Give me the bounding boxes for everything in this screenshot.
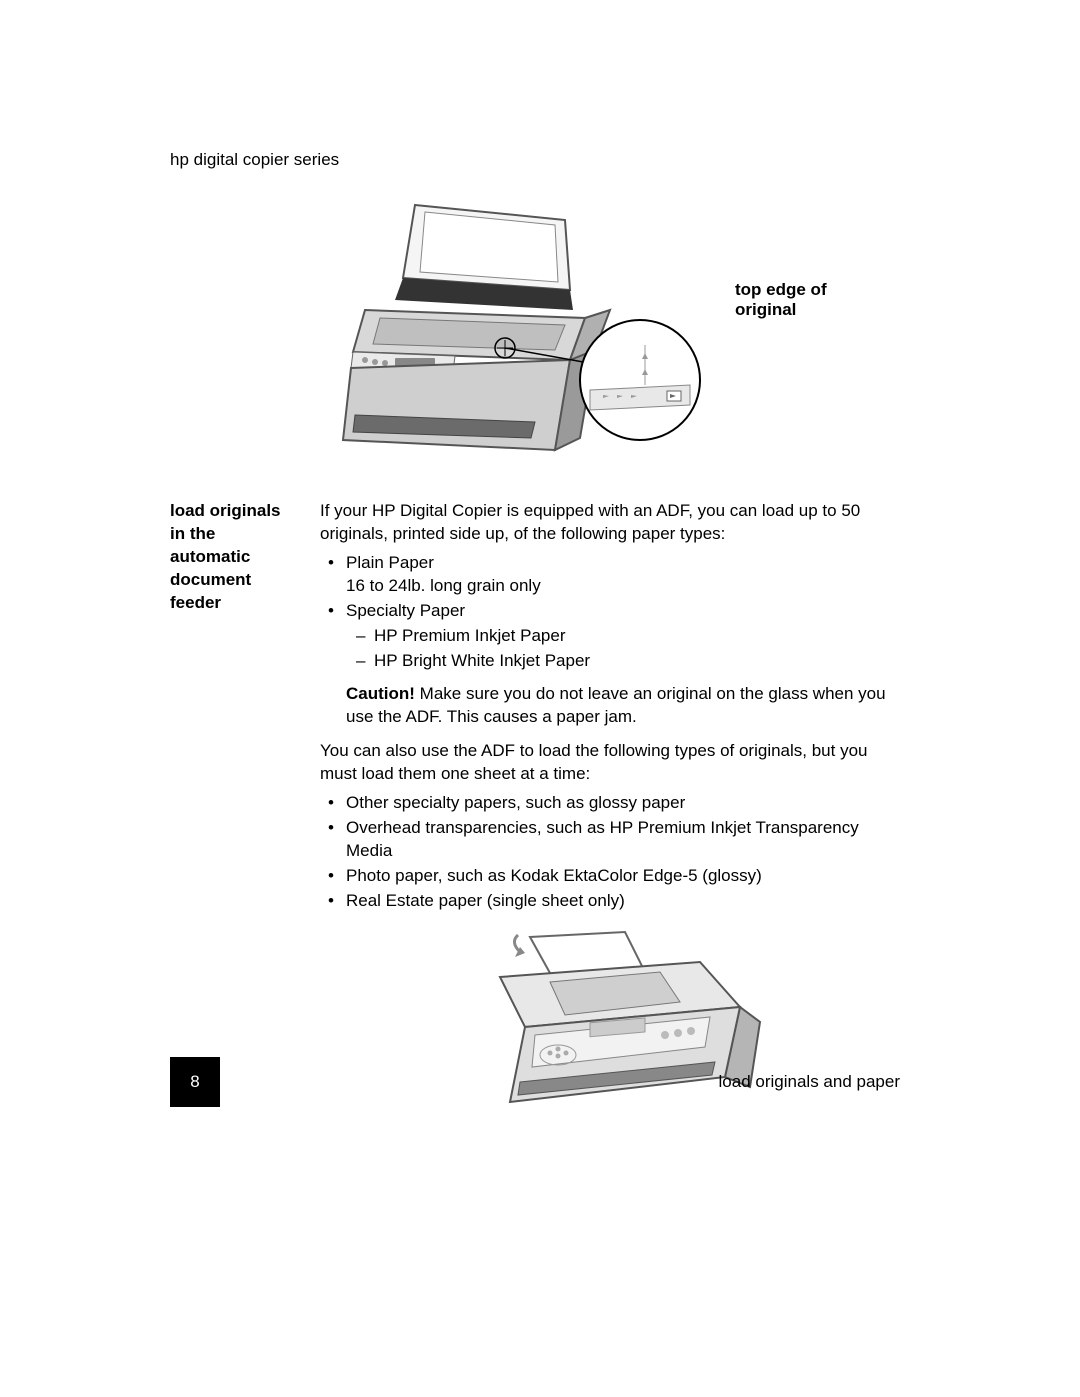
paragraph-adf-more: You can also use the ADF to load the fol…: [320, 740, 900, 786]
list-text: Specialty Paper: [346, 601, 465, 620]
callout-line1: top edge of: [735, 280, 827, 300]
page-number-box: 8: [170, 1057, 220, 1107]
list-item: HP Bright White Inkjet Paper: [346, 650, 900, 673]
figure-scanner-open: top edge of original: [315, 200, 900, 480]
list-item: Photo paper, such as Kodak EktaColor Edg…: [320, 865, 900, 888]
footer-section-title: load originals and paper: [719, 1072, 900, 1092]
callout-top-edge: top edge of original: [735, 280, 827, 321]
list-item: Specialty Paper HP Premium Inkjet Paper …: [320, 600, 900, 673]
caution-label: Caution!: [346, 684, 415, 703]
section-body: If your HP Digital Copier is equipped wi…: [320, 500, 900, 1119]
intro-paragraph: If your HP Digital Copier is equipped wi…: [320, 500, 900, 546]
section-heading: load originals in the automatic document…: [170, 500, 300, 1119]
document-page: hp digital copier series: [0, 0, 1080, 1397]
list-subtext: 16 to 24lb. long grain only: [346, 576, 541, 595]
page-number: 8: [190, 1072, 199, 1092]
list-item: HP Premium Inkjet Paper: [346, 625, 900, 648]
callout-line2: original: [735, 300, 827, 320]
caution-block: Caution! Make sure you do not leave an o…: [320, 683, 900, 729]
detail-circle: [575, 315, 705, 445]
list-item: Other specialty papers, such as glossy p…: [320, 792, 900, 815]
list-text: Plain Paper: [346, 553, 434, 572]
list-item: Plain Paper 16 to 24lb. long grain only: [320, 552, 900, 598]
header-series: hp digital copier series: [170, 150, 900, 170]
list-item: Real Estate paper (single sheet only): [320, 890, 900, 913]
sublist: HP Premium Inkjet Paper HP Bright White …: [346, 625, 900, 673]
list-item: Overhead transparencies, such as HP Prem…: [320, 817, 900, 863]
content-columns: load originals in the automatic document…: [170, 500, 900, 1119]
paper-types-list: Plain Paper 16 to 24lb. long grain only …: [320, 552, 900, 673]
caution-text: Make sure you do not leave an original o…: [346, 684, 886, 726]
single-sheet-list: Other specialty papers, such as glossy p…: [320, 792, 900, 913]
page-footer: 8 load originals and paper: [170, 1057, 900, 1107]
